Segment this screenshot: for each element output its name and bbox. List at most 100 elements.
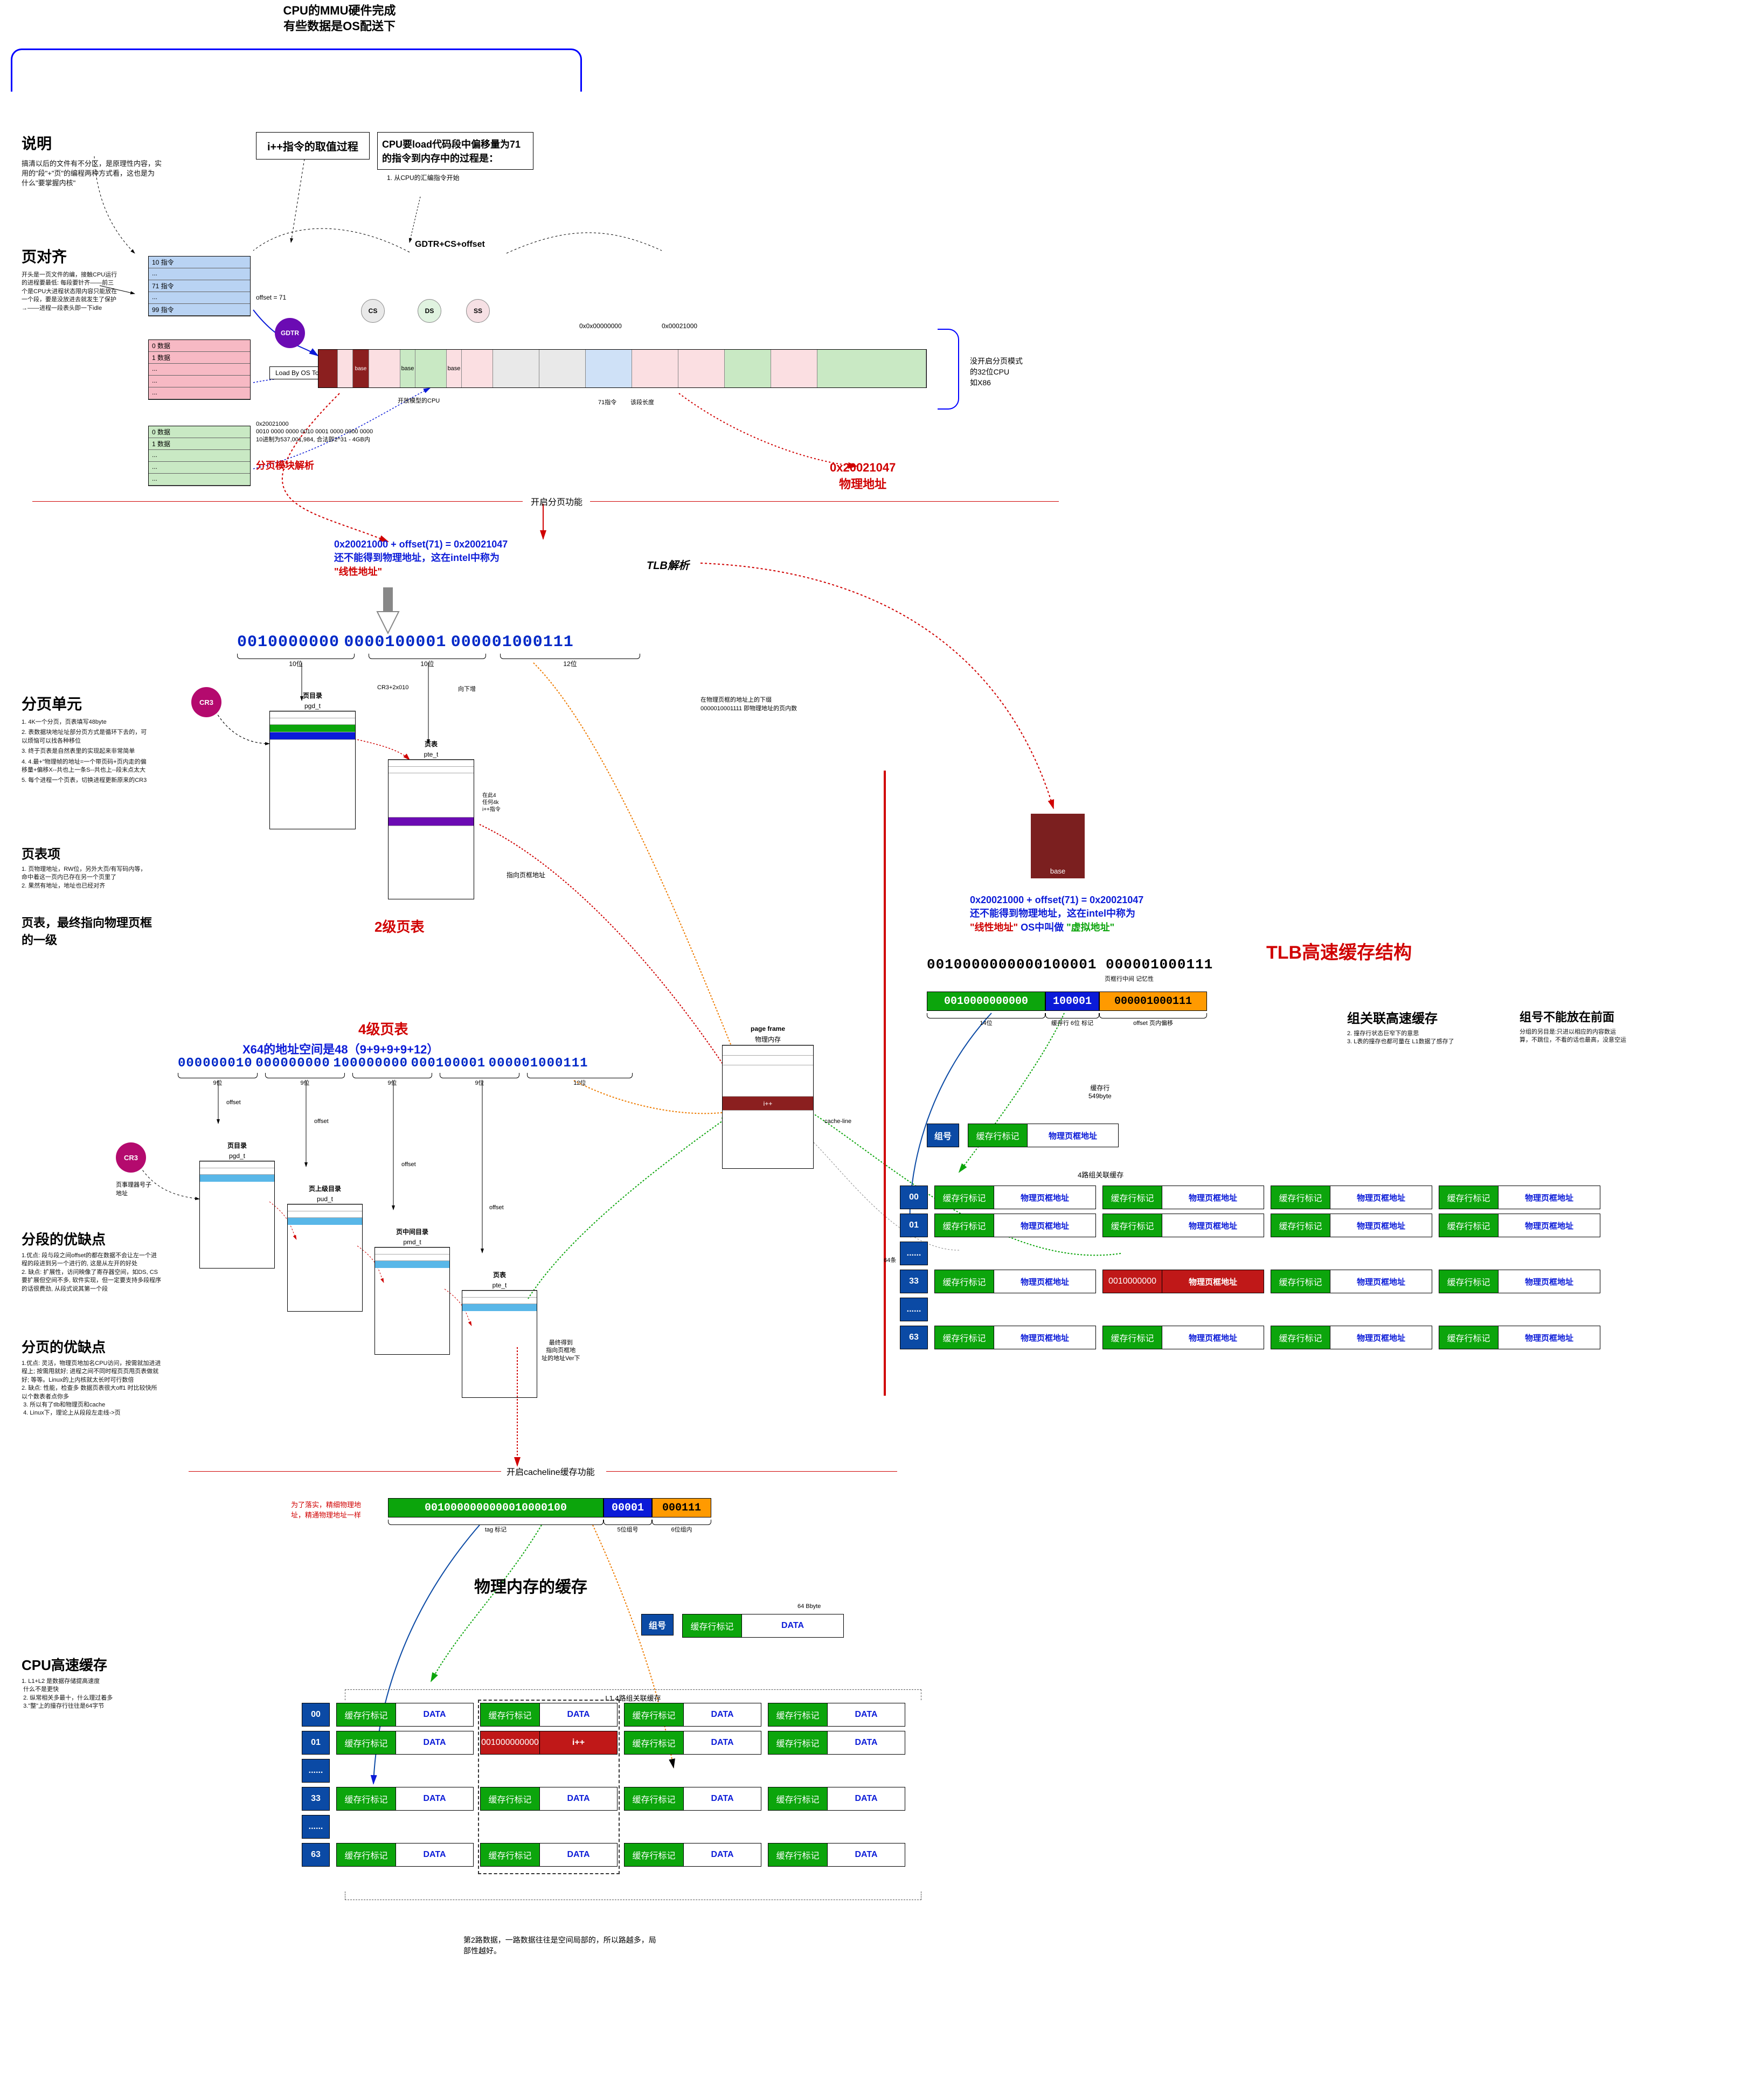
gdt-base: base <box>353 350 369 387</box>
ss-reg: SS <box>466 299 490 323</box>
page-frame: page frame 物理内存 i++ <box>722 1024 814 1169</box>
pgd-4l: 页目录pgd_t <box>199 1140 275 1269</box>
segment-cell: ... <box>149 474 250 486</box>
l1-cache-grid: 00 缓存行标记DATA 缓存行标记DATA 缓存行标记DATA 缓存行标记DATA 01… <box>302 1703 1741 1867</box>
pte-note: 页表项 1. 页物理地址，RW位，另外大页/有写码内等，命中着这一页内已存在另一… <box>22 843 151 890</box>
tlb-legend: 组号 缓存行标记 物理页框地址 <box>927 1124 1119 1147</box>
segment-cell: ... <box>149 387 250 399</box>
tlb-entry: 缓存行标记物理页框地址 <box>1439 1214 1600 1237</box>
l1-4way-label: L1 4路组关联缓存 <box>345 1689 921 1703</box>
page-adv: 分页的优缺点 1.优点: 灵活，物理页地加名CPU访问，按需就加进进程上; 按需… <box>22 1336 162 1418</box>
cpu-cache-note: CPU高速缓存 1. L1+L2 是数据存储提高速度 什么不是更快 2. 纵常相… <box>22 1654 113 1711</box>
l1-row-label: 33 <box>302 1787 330 1811</box>
tlb-row: 33缓存行标记物理页框地址0010000000物理页框地址缓存行标记物理页框地址… <box>900 1270 1600 1293</box>
pte-4l: 页表pte_t <box>462 1269 537 1398</box>
segment-cell: ... <box>149 450 250 462</box>
tlb-entry: 缓存行标记物理页框地址 <box>1439 1326 1600 1349</box>
pmd-4l: 页中间目录pmd_t <box>374 1226 450 1355</box>
paging-banner: 开启分页功能 <box>531 495 582 508</box>
cacheline-banner: 开启cacheline缓存功能 <box>507 1465 595 1478</box>
gdt-bar: base base base <box>318 349 927 388</box>
tlb-entry: 缓存行标记物理页框地址 <box>934 1186 1096 1209</box>
addr-label-1: 0x00021000 <box>662 322 697 330</box>
top-bracket <box>11 48 582 92</box>
l1-entry: 缓存行标记DATA <box>768 1703 905 1727</box>
segment-cell: ... <box>149 364 250 376</box>
l1-way2-highlight <box>478 1700 620 1874</box>
explain-head: 说明 <box>22 132 162 154</box>
base-bin-note: 0x20021000 0010 0000 0000 0010 0001 0000… <box>256 420 373 443</box>
l1-entry: 缓存行标记DATA <box>624 1787 761 1811</box>
cs-reg: CS <box>361 299 385 323</box>
explain-body: 搞清以后的文件有不分区，是原理性内容，实用的"段"+"页"的编程两种方式看，这也… <box>22 159 162 189</box>
tlb-divider <box>884 771 886 1396</box>
right-bracket <box>938 329 959 410</box>
segment-cell: 1 数据 <box>149 352 250 364</box>
tlb-entry: 缓存行标记物理页框地址 <box>934 1214 1096 1237</box>
segment-cell: ... <box>149 376 250 387</box>
cache-legend: 组号 缓存行标记 DATA <box>641 1614 844 1638</box>
tlb-entry: 0010000000物理页框地址 <box>1102 1270 1264 1293</box>
paging-unit-block: 分页单元 1. 4K一个分页，页表填写48byte2. 表数据块地址址部分页方式… <box>22 692 151 787</box>
pte-table: 页表 pte_t <box>388 738 474 899</box>
tlb-entry: 缓存行标记物理页框地址 <box>1439 1186 1600 1209</box>
tlb-parse-label: TLB解析 <box>647 557 689 572</box>
mmu-title: CPU的MMU硬件完成 有些数据是OS配送下 <box>242 3 436 34</box>
tlb-base-box: base <box>1031 814 1085 878</box>
tlb-row: 00缓存行标记物理页框地址缓存行标记物理页框地址缓存行标记物理页框地址缓存行标记… <box>900 1186 1600 1209</box>
last-level-label: 页表，最终指向物理页框的一级 <box>22 913 162 948</box>
segment-cell: 10 指令 <box>149 257 250 268</box>
tlb-row: ...... <box>900 1298 1600 1321</box>
explain-block: 说明 搞清以后的文件有不分区，是原理性内容，实用的"段"+"页"的编程两种方式看… <box>22 132 162 189</box>
ds-reg: DS <box>418 299 441 323</box>
pgd-table: 页目录 pgd_t <box>269 690 356 829</box>
l2-label: 2级页表 <box>374 916 424 936</box>
l1-entry: 缓存行标记DATA <box>336 1843 474 1867</box>
l1-entry: 缓存行标记DATA <box>768 1843 905 1867</box>
linear-bits-32: 0010000000 0000100001 000001000111 10位 1… <box>237 633 640 668</box>
l1-entry: 缓存行标记DATA <box>624 1843 761 1867</box>
tlb-row-label: 33 <box>900 1270 928 1293</box>
ipp-box: i++指令的取值过程 <box>256 132 370 160</box>
l1-row-label: 01 <box>302 1731 330 1755</box>
gdt-note-low: 开放模型的CPU <box>398 396 440 405</box>
tlb-group-note: 组号不能放在前面 分组的另目是:只进以相应的内容数运算，不跳位，不看的话也最高，… <box>1520 1008 1627 1045</box>
segment-cell: 0 数据 <box>149 426 250 438</box>
page-align-block: 页对齐 开头是一页文件的编，接触CPU运行的进程要最低: 每段要针齐——前三个是… <box>22 245 119 313</box>
l1-entry: 缓存行标记DATA <box>624 1731 761 1755</box>
segment-cell: 1 数据 <box>149 438 250 450</box>
cr3-circle: CR3 <box>191 687 221 717</box>
tlb-addr-bits: 0010000000000 100001 000001000111 <box>927 992 1207 1011</box>
phys-bits-48: 0010000000000010000100 00001 000111 <box>388 1498 711 1517</box>
tlb-entry: 缓存行标记物理页框地址 <box>934 1270 1096 1293</box>
pud-4l: 页上级目录pud_t <box>287 1183 363 1312</box>
no-paging-note: 没开启分页模式的32位CPU如X86 <box>970 356 1023 388</box>
page-parse-label: 分页模块解析 <box>256 458 314 472</box>
linear-bits-48: 000000010 000000000 100000000 000100001 … <box>178 1056 633 1087</box>
tlb-entry: 缓存行标记物理页框地址 <box>1271 1214 1432 1237</box>
cr3-circle-4l: CR3 <box>116 1142 146 1173</box>
gdtr-cs-label: GDTR+CS+offset <box>415 240 485 249</box>
l1-entry: 缓存行标记DATA <box>768 1731 905 1755</box>
addr-label-0: 0x0x00000000 <box>579 322 622 330</box>
segment-cell: ... <box>149 292 250 304</box>
data-segment-stack-1: 0 数据1 数据......... <box>148 339 251 400</box>
segment-cell: 0 数据 <box>149 340 250 352</box>
tlb-entry: 缓存行标记物理页框地址 <box>1271 1326 1432 1349</box>
segment-cell: ... <box>149 462 250 474</box>
l1-entry: 缓存行标记DATA <box>768 1787 905 1811</box>
linear-addr-block: 0x20021000 + offset(71) = 0x20021047 还不能… <box>334 539 508 578</box>
l1-foot: 第2路数据，一路数据往往是空间局部的，所以路越多，局部性越好。 <box>463 1935 657 1956</box>
tlb-row-label: 63 <box>900 1326 928 1349</box>
data-segment-stack-2: 0 数据1 数据......... <box>148 426 251 486</box>
code-segment-stack: 10 指令...71 指令...99 指令 <box>148 256 251 316</box>
l4-sub: X64的地址空间是48（9+9+9+9+12） <box>242 1040 439 1057</box>
tlb-row: ...... <box>900 1242 1600 1265</box>
l1-row-label: 00 <box>302 1703 330 1727</box>
phys-cache-head: 物理内存的缓存 <box>474 1574 587 1597</box>
segment-cell: 71 指令 <box>149 280 250 292</box>
tlb-entry: 缓存行标记物理页框地址 <box>1102 1214 1264 1237</box>
seg-adv: 分段的优缺点 1.优点: 段与段之间offset的都在数据不会让左一个进程的段进… <box>22 1229 162 1293</box>
l1-entry: 缓存行标记DATA <box>624 1703 761 1727</box>
tlb-assoc-note: 组关联高速缓存 2. 撞存行状态巨窄下的意思 3. L表的撞存也都可量在 L1数… <box>1347 1008 1454 1046</box>
